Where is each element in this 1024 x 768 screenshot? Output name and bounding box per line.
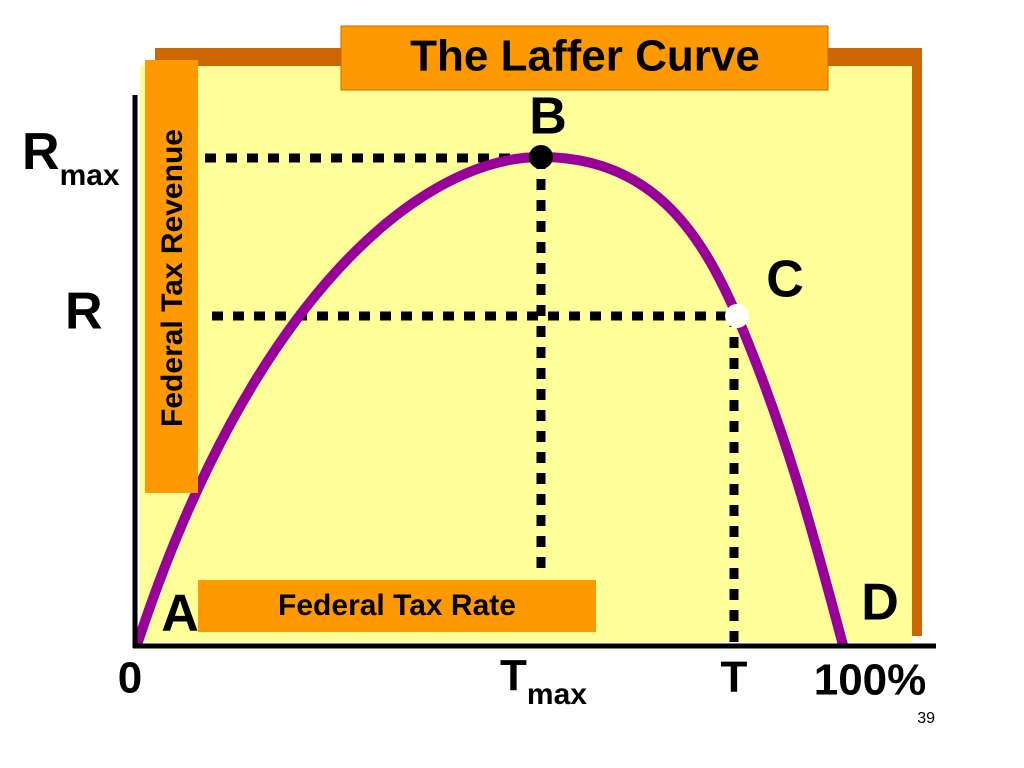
label-main: T — [500, 651, 527, 700]
point-c — [725, 304, 749, 328]
point-label: C — [766, 251, 804, 309]
title: The Laffer Curve — [410, 32, 760, 81]
y-label-box — [145, 60, 198, 493]
page-number: 39 — [917, 710, 935, 727]
laffer-curve — [132, 151, 848, 647]
point-b — [529, 145, 553, 169]
label-sub: max — [60, 159, 120, 192]
x-axis-label: Federal Tax Rate — [278, 589, 516, 622]
x-label-box — [198, 580, 596, 632]
y-level-label: R — [65, 283, 103, 341]
x-level-label: T — [721, 653, 748, 702]
x-level-label: 100% — [814, 656, 927, 705]
label-sub: max — [527, 678, 587, 711]
label-main: R — [22, 123, 60, 181]
x-level-label: 0 — [118, 654, 142, 703]
x-level-label: Tmax — [500, 651, 587, 711]
point-label: B — [529, 88, 567, 146]
plot-area — [140, 66, 912, 642]
point-label: D — [861, 574, 899, 632]
y-level-label: Rmax — [22, 123, 120, 192]
point-label: A — [161, 585, 199, 643]
title-box — [340, 25, 829, 91]
y-axis-label: Federal Tax Revenue — [156, 129, 189, 427]
